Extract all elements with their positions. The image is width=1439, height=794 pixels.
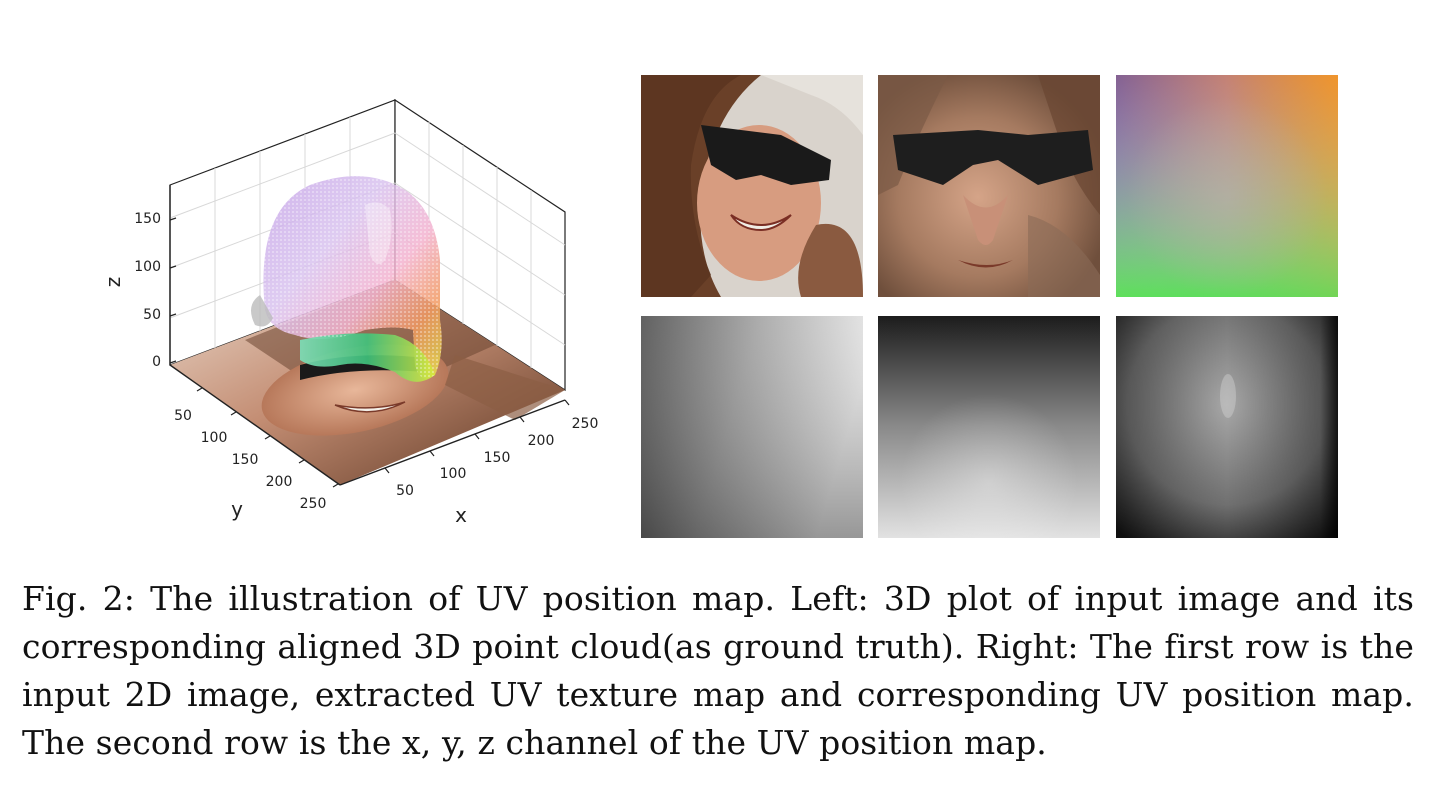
x-channel-map bbox=[641, 316, 863, 538]
x-axis bbox=[384, 399, 570, 474]
point-cloud-head bbox=[251, 176, 442, 382]
y-axis bbox=[196, 387, 339, 488]
axes-box bbox=[169, 185, 566, 486]
y-tick-label: 150 bbox=[232, 452, 259, 468]
z-channel-map bbox=[1116, 316, 1338, 538]
x-tick-label: 200 bbox=[528, 433, 555, 449]
x-tick-label: 150 bbox=[484, 450, 511, 466]
y-tick-label: 100 bbox=[201, 430, 228, 446]
z-tick-label: 50 bbox=[143, 307, 161, 323]
uv-position-map bbox=[1116, 75, 1338, 297]
x-axis-label: x bbox=[455, 503, 467, 527]
3d-point-cloud-plot: 0 50 100 150 z 50 100 150 200 250 y 50 1… bbox=[101, 98, 599, 527]
z-tick-label: 150 bbox=[134, 211, 161, 227]
x-tick-label: 100 bbox=[440, 466, 467, 482]
z-axis bbox=[169, 217, 177, 364]
z-tick-label: 0 bbox=[152, 354, 161, 370]
z-tick-label: 100 bbox=[134, 259, 161, 275]
x-tick-label: 50 bbox=[396, 483, 414, 499]
y-channel-map bbox=[878, 316, 1100, 538]
input-2d-image bbox=[641, 75, 863, 297]
y-axis-label: y bbox=[231, 497, 243, 521]
y-tick-label: 250 bbox=[300, 496, 327, 512]
y-tick-label: 50 bbox=[174, 408, 192, 424]
z-axis-label: z bbox=[101, 277, 125, 288]
caption-text: The illustration of UV position map. Lef… bbox=[22, 579, 1415, 762]
uv-texture-map bbox=[878, 75, 1100, 297]
x-tick-label: 250 bbox=[572, 416, 599, 432]
caption-label: Fig. 2: bbox=[22, 579, 135, 618]
y-tick-label: 200 bbox=[266, 474, 293, 490]
figure-caption: Fig. 2: The illustration of UV position … bbox=[22, 575, 1414, 767]
